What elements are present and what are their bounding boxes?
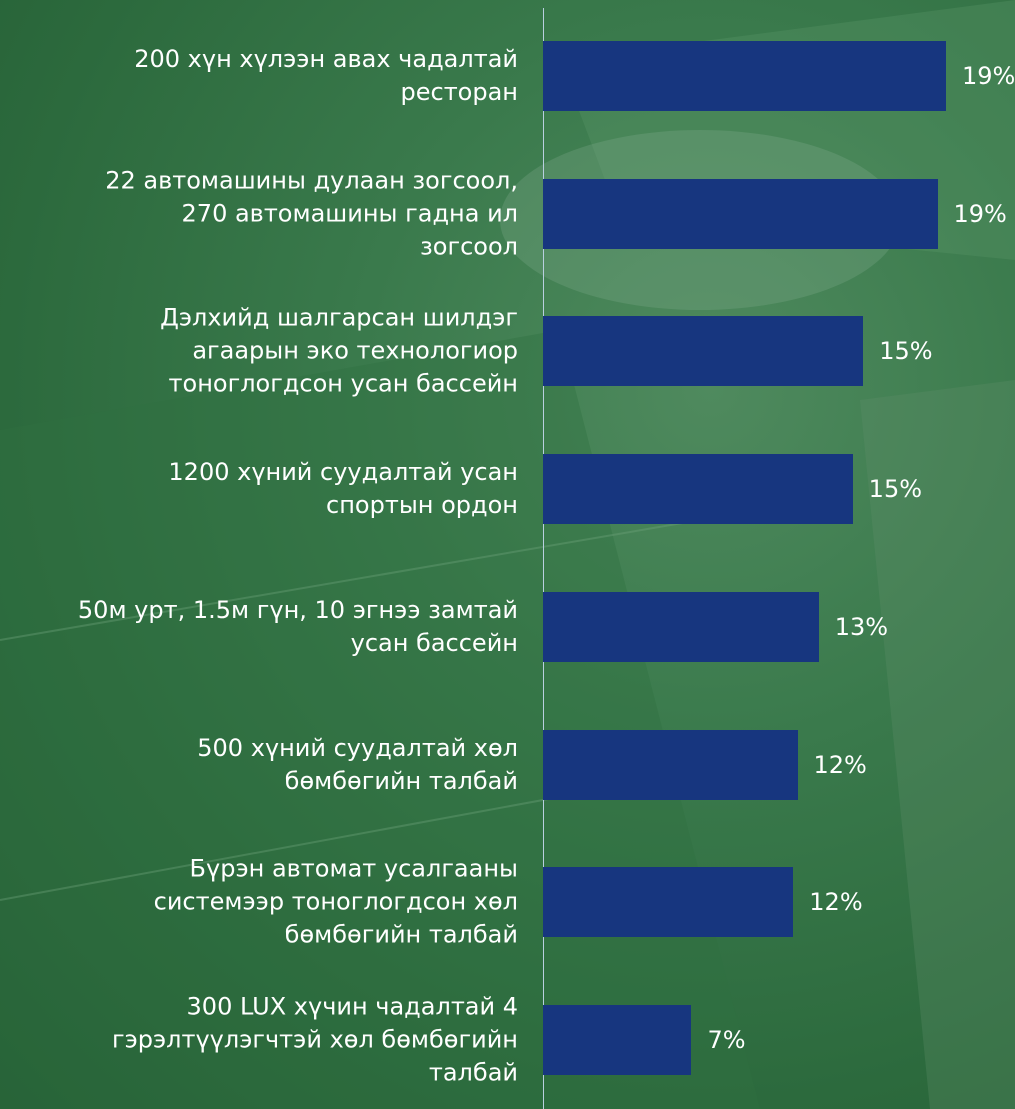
bar xyxy=(543,729,798,800)
value-label: 12% xyxy=(813,750,867,779)
category-label: Бүрэн автомат усалгааны системээр тоногл… xyxy=(153,854,518,949)
value-label: 15% xyxy=(879,337,933,366)
value-label: 15% xyxy=(868,475,923,504)
value-label: 13% xyxy=(834,612,889,641)
bar xyxy=(543,316,864,387)
bar xyxy=(543,454,853,525)
value-label: 12% xyxy=(809,888,863,917)
category-label: 22 автомашины дулаан зогсоол, 270 автома… xyxy=(105,166,518,261)
bar xyxy=(543,867,794,938)
axis-line xyxy=(543,8,544,1109)
value-label: 7% xyxy=(707,1025,746,1054)
bar xyxy=(543,591,819,662)
category-label: 300 LUX хүчин чадалтай 4 гэрэлтүүлэгчтэй… xyxy=(111,992,518,1087)
category-label: 200 хүн хүлээн авах чадалтай ресторан xyxy=(134,45,518,106)
value-label: 19% xyxy=(953,199,1007,228)
category-label: Дэлхийд шалгарсан шилдэг агаарын эко тех… xyxy=(160,303,518,398)
bar xyxy=(543,1004,692,1075)
value-label: 19% xyxy=(962,62,1015,90)
category-label: 1200 хүний суудалтай усан спортын ордон xyxy=(168,458,518,520)
bar xyxy=(543,41,946,111)
category-label: 50м урт, 1.5м гүн, 10 эгнээ замтай усан … xyxy=(77,595,518,657)
bar xyxy=(543,178,938,249)
category-label: 500 хүний суудалтай хөл бөмбөгийн талбай xyxy=(197,733,518,795)
